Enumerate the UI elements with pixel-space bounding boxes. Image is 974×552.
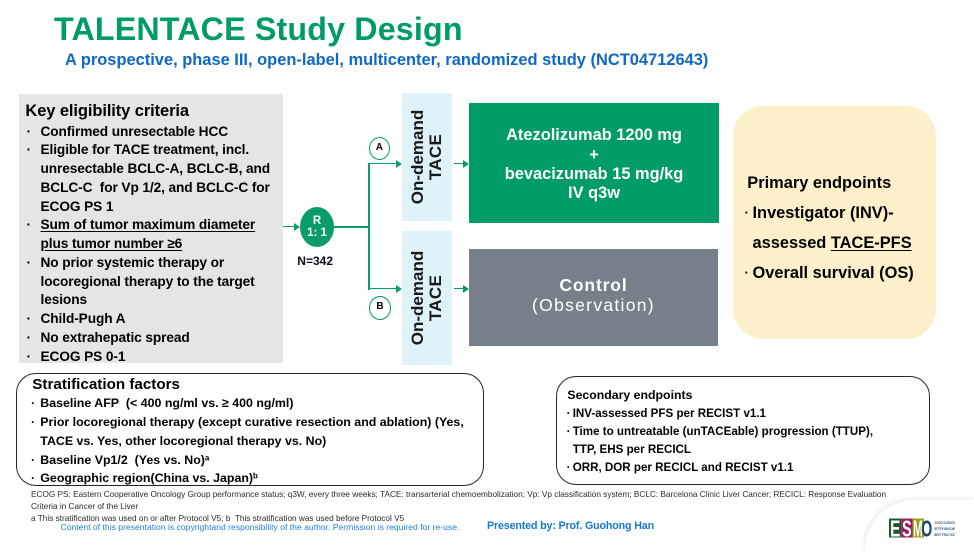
svg-text:M: M — [913, 516, 923, 541]
svg-text:O: O — [921, 516, 932, 542]
svg-text:GOOD SCIENCE: GOOD SCIENCE — [935, 521, 956, 525]
svg-text:BETTER MEDICINE: BETTER MEDICINE — [935, 527, 956, 531]
svg-text:BEST PRACTICE: BEST PRACTICE — [935, 533, 956, 537]
svg-text:S: S — [902, 516, 912, 541]
svg-text:E: E — [890, 516, 900, 541]
